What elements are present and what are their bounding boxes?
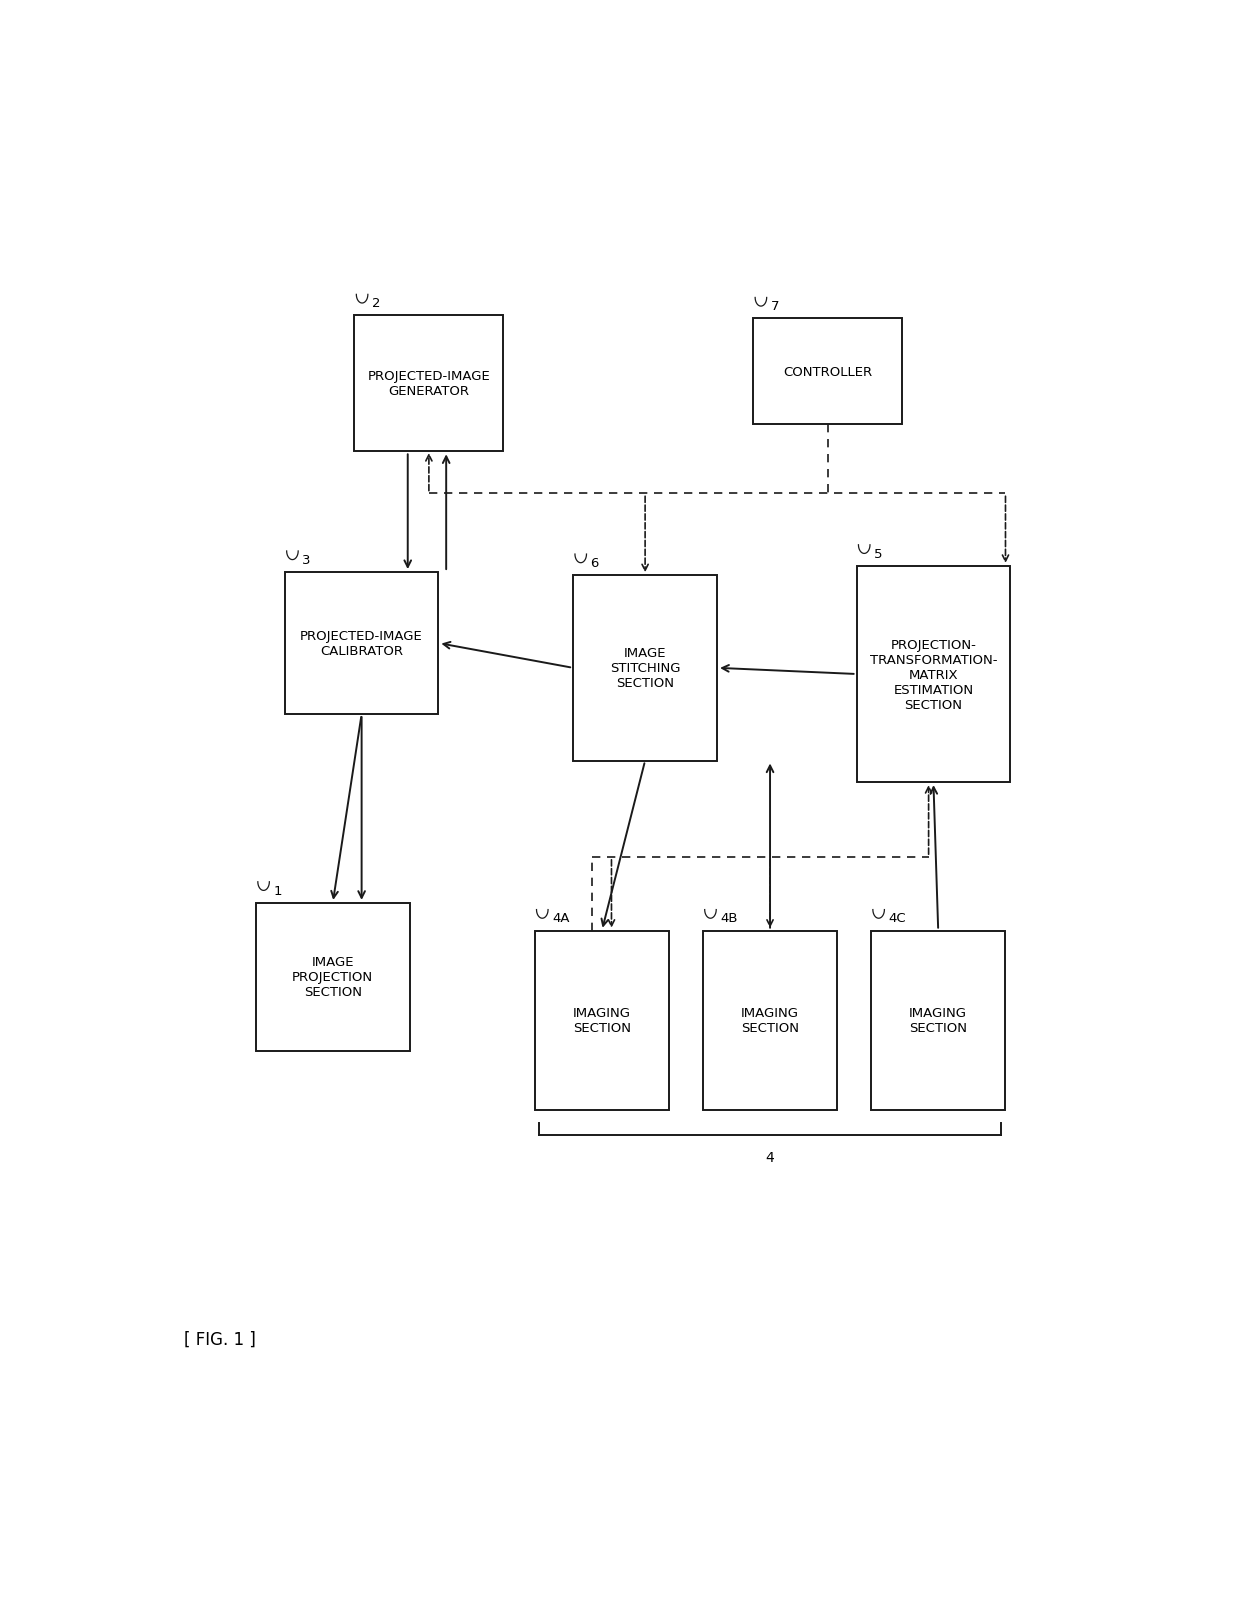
- Text: 7: 7: [770, 300, 779, 313]
- Text: PROJECTED-IMAGE
CALIBRATOR: PROJECTED-IMAGE CALIBRATOR: [300, 629, 423, 658]
- Text: 4: 4: [765, 1151, 775, 1164]
- Text: 4C: 4C: [888, 912, 906, 924]
- Text: 2: 2: [372, 297, 381, 310]
- Text: CONTROLLER: CONTROLLER: [784, 366, 872, 379]
- Text: 6: 6: [590, 557, 599, 570]
- Bar: [753, 319, 903, 424]
- Bar: [534, 931, 670, 1111]
- Text: 4A: 4A: [552, 912, 569, 924]
- Bar: [285, 573, 439, 714]
- Text: IMAGE
PROJECTION
SECTION: IMAGE PROJECTION SECTION: [293, 957, 373, 998]
- Bar: [255, 904, 409, 1051]
- Bar: [857, 567, 1011, 783]
- Bar: [355, 316, 503, 453]
- Text: IMAGING
SECTION: IMAGING SECTION: [909, 1006, 967, 1035]
- Text: 5: 5: [874, 547, 883, 560]
- Text: IMAGING
SECTION: IMAGING SECTION: [742, 1006, 799, 1035]
- Bar: [573, 576, 717, 761]
- Text: IMAGING
SECTION: IMAGING SECTION: [573, 1006, 631, 1035]
- Bar: [703, 931, 837, 1111]
- Text: IMAGE
STITCHING
SECTION: IMAGE STITCHING SECTION: [610, 647, 681, 690]
- Text: PROJECTED-IMAGE
GENERATOR: PROJECTED-IMAGE GENERATOR: [367, 371, 490, 398]
- Bar: [870, 931, 1006, 1111]
- Text: 1: 1: [273, 884, 281, 897]
- Text: 4B: 4B: [720, 912, 738, 924]
- Text: 3: 3: [303, 554, 310, 567]
- Text: PROJECTION-
TRANSFORMATION-
MATRIX
ESTIMATION
SECTION: PROJECTION- TRANSFORMATION- MATRIX ESTIM…: [869, 639, 997, 711]
- Text: [ FIG. 1 ]: [ FIG. 1 ]: [184, 1331, 255, 1348]
